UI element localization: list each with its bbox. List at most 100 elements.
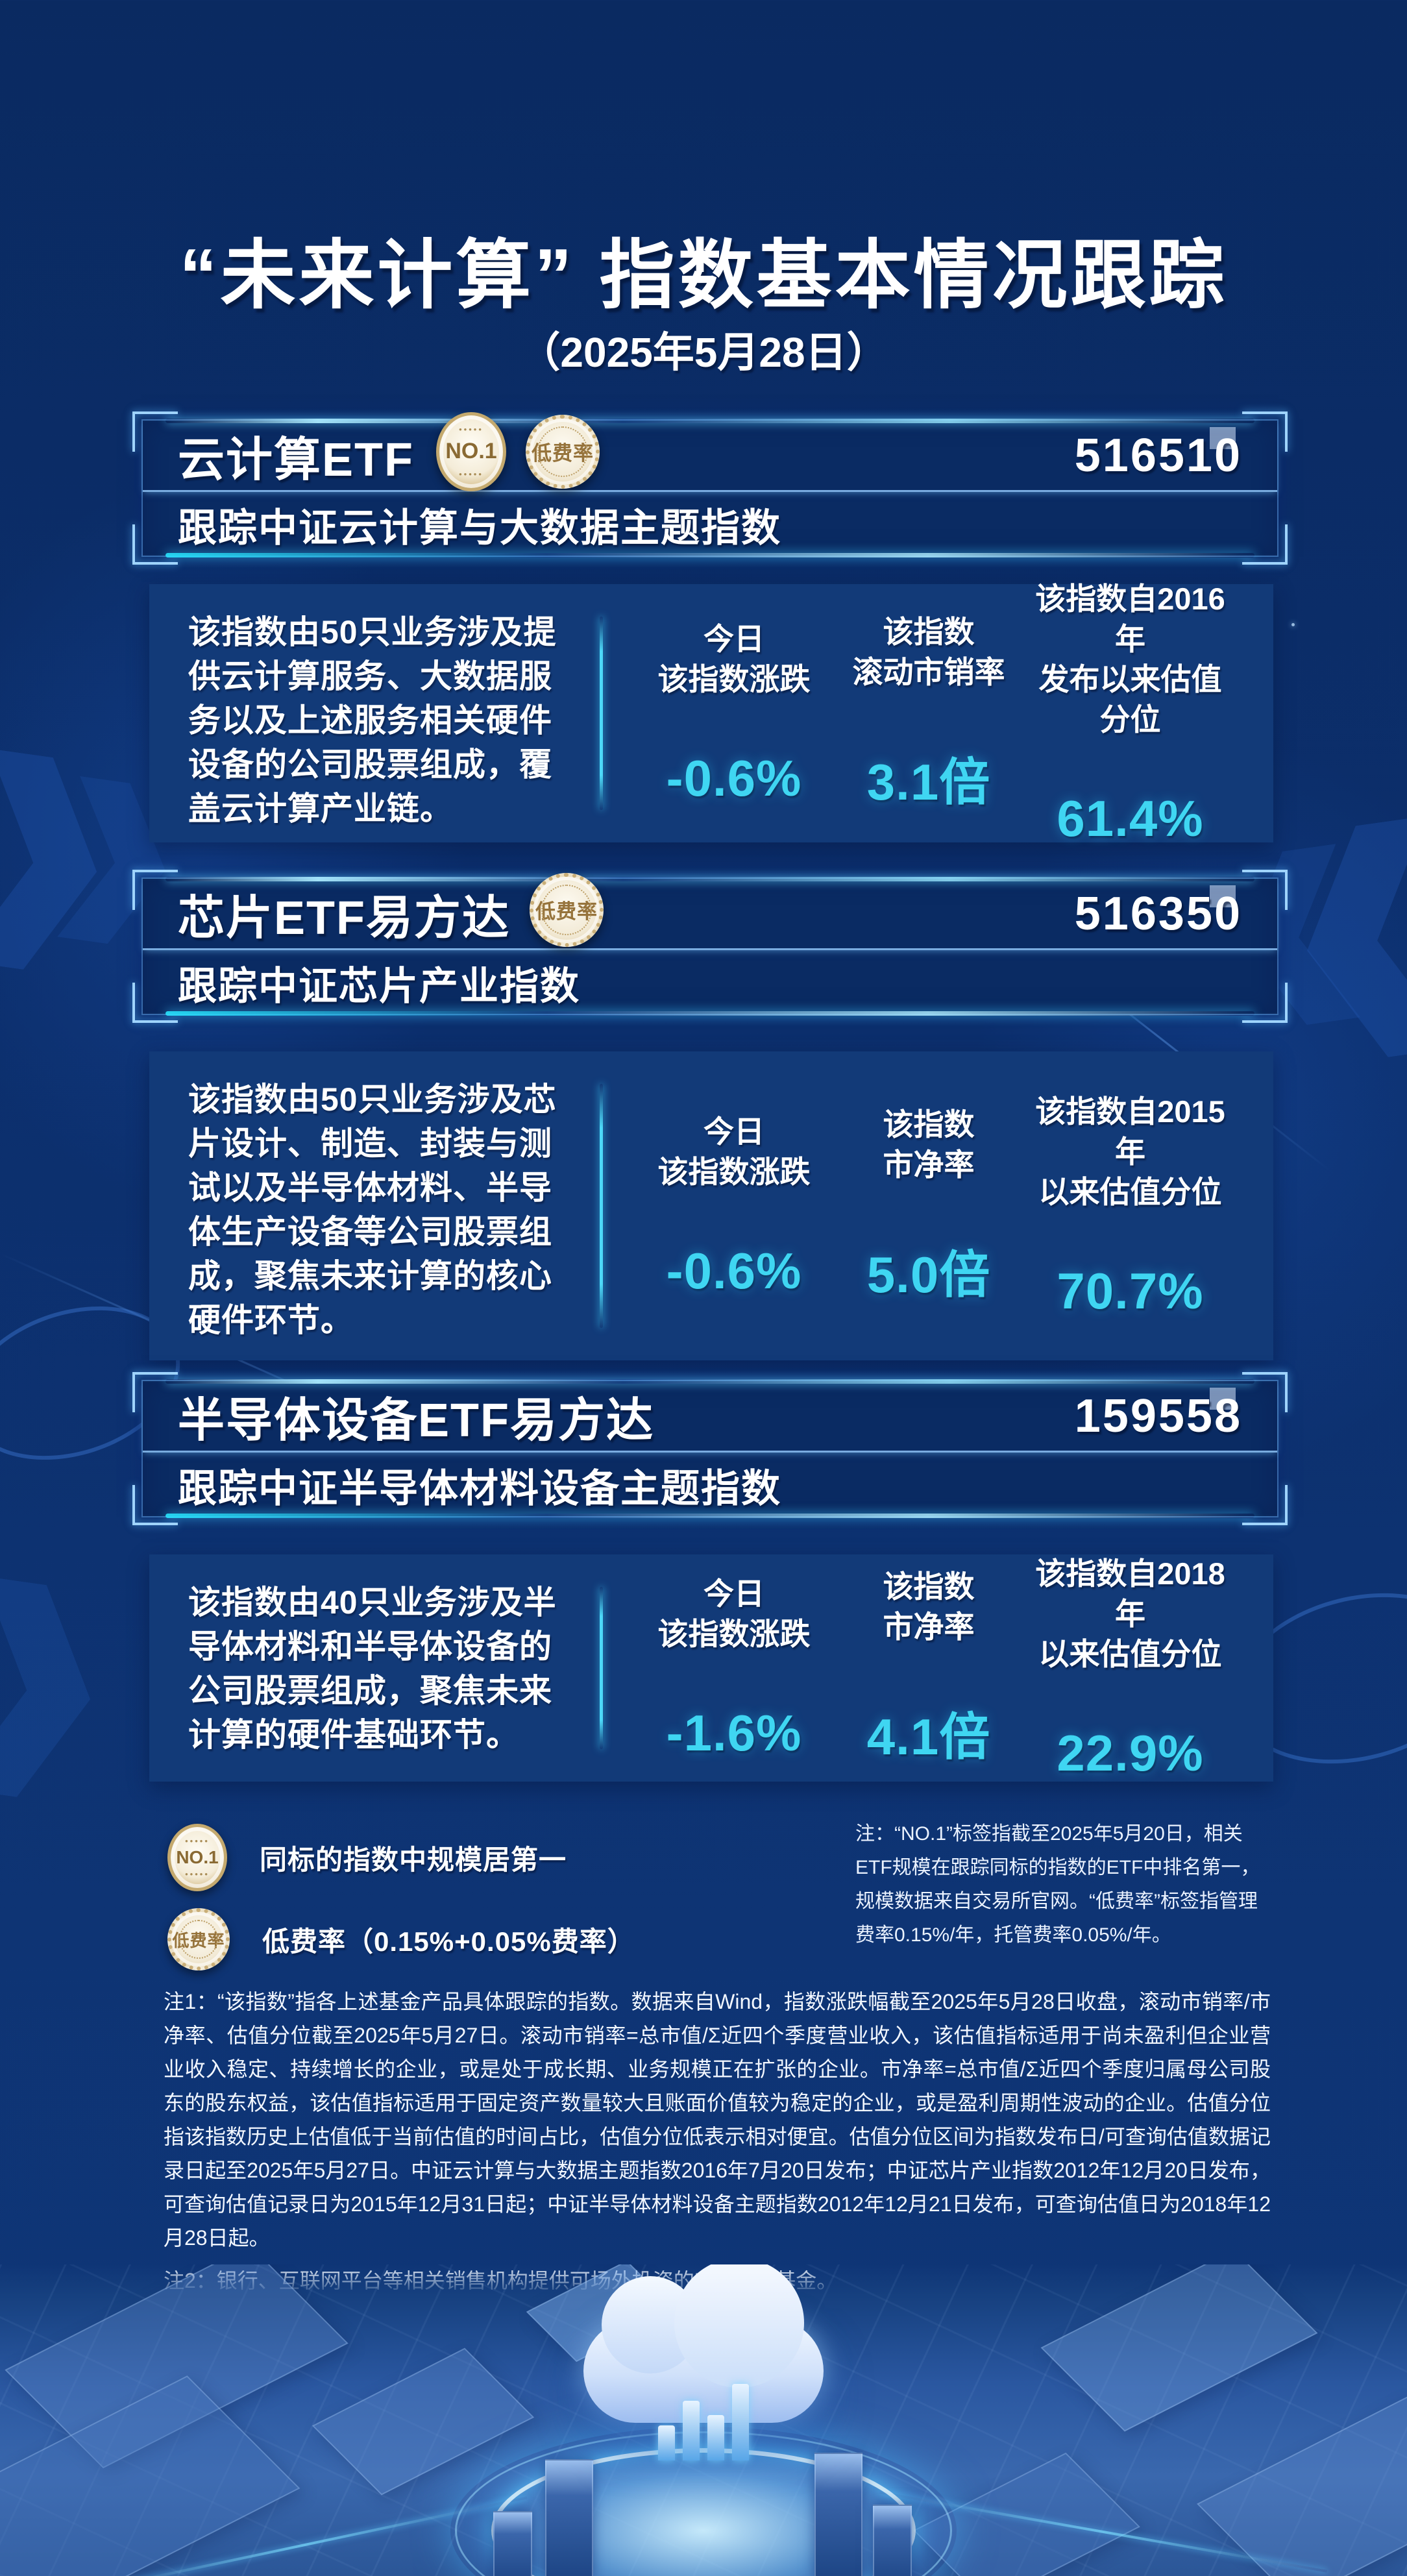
- metric-value: 3.1倍: [866, 754, 991, 811]
- frame-corner: [132, 870, 178, 910]
- glow-line: [165, 1379, 1255, 1384]
- metric-label: 该指数涨跌: [657, 1154, 811, 1189]
- low-fee-badge-label: 低费率: [172, 1930, 225, 1950]
- metric-label: 市净率: [883, 1147, 975, 1182]
- metric-label: 该指数: [883, 615, 975, 649]
- corner-square-decoration: [1210, 1388, 1236, 1410]
- fund-code: 159558: [1074, 1390, 1242, 1442]
- metric-daily-change: 今日 该指数涨跌 -1.6%: [637, 1576, 831, 1761]
- metric-label: 以来估值分位: [1038, 1174, 1222, 1209]
- etf-card-header-chip: 芯片ETF易方达 低费率 516350 跟踪中证芯片产业指数: [132, 870, 1288, 1023]
- glow-line: [165, 877, 1255, 881]
- frame-corner: [132, 524, 178, 565]
- metric-value: 22.9%: [1057, 1724, 1204, 1782]
- metric-label: 该指数涨跌: [657, 661, 811, 696]
- card-header-panel: 云计算ETF NO.1 低费率 516510 跟踪中证云计算与大数据主题指数: [141, 411, 1279, 558]
- legend-row-no1: NO.1 同标的指数中规模居第一: [167, 1824, 816, 1891]
- low-fee-badge-icon: 低费率: [526, 414, 600, 489]
- etf-card-body-chip: 该指数由50只业务涉及芯片设计、制造、封装与测试以及半导体材料、半导体生产设备等…: [149, 1051, 1273, 1360]
- metric-label: 滚动市销率: [852, 655, 1005, 689]
- etf-card-body-semiconductor-equipment: 该指数由40只业务涉及半导体材料和半导体设备的公司股票组成，聚焦未来计算的硬件基…: [149, 1554, 1273, 1782]
- frame-corner: [1242, 983, 1288, 1023]
- low-fee-badge-label: 低费率: [532, 442, 594, 465]
- metric-daily-change: 今日该指数涨跌 -0.6%: [637, 1077, 831, 1334]
- frame-corner: [1242, 524, 1288, 565]
- metric-valuation-percentile: 该指数自2018年 以来估值分位 22.9%: [1026, 1556, 1234, 1782]
- circuit-city-illustration: [0, 2264, 1407, 2576]
- card-title: 芯片ETF易方达: [178, 892, 510, 944]
- no1-badge-icon: NO.1: [436, 411, 506, 491]
- metric-value: -1.6%: [666, 1704, 802, 1761]
- fund-code: 516510: [1074, 429, 1242, 482]
- circuit-block: [1040, 2264, 1318, 2432]
- metric-pb-ratio: 该指数 市净率 4.1倍: [831, 1569, 1026, 1765]
- metric-value: -0.6%: [666, 1242, 802, 1299]
- frame-corner: [1242, 870, 1288, 910]
- legend-row-low-fee: 低费率 低费率（0.15%+0.05%费率）: [167, 1908, 816, 1970]
- tracking-index-subtitle: 跟踪中证云计算与大数据主题指数: [178, 506, 781, 550]
- legend-text: 同标的指数中规模居第一: [260, 1844, 567, 1875]
- no1-badge-label: NO.1: [445, 439, 497, 463]
- page-date: （2025年5月28日）: [519, 329, 888, 376]
- metric-value: 70.7%: [1057, 1262, 1204, 1319]
- corner-square-decoration: [1210, 885, 1236, 907]
- metric-valuation-percentile: 该指数自2016年 发布以来估值分位 61.4%: [1026, 582, 1234, 847]
- badge-legend-note: 注：“NO.1”标签指截至2025年5月20日，相关ETF规模在跟踪同标的指数的…: [855, 1823, 1260, 1946]
- card-title: 云计算ETF: [178, 434, 414, 486]
- footnote-1: 注1：“该指数”指各上述基金产品具体跟踪的指数。数据来自Wind，指数涨跌幅截至…: [164, 1990, 1271, 2250]
- metric-label: 发布以来估值分位: [1038, 661, 1222, 737]
- glow-line: [165, 1514, 1255, 1518]
- metrics-row: 今日 该指数涨跌 -0.6% 该指数 滚动市销率 3.1倍 该指数自2016年 发布以…: [637, 582, 1234, 847]
- circuit-block: [1197, 2396, 1407, 2576]
- index-description: 该指数由50只业务涉及提供云计算服务、大数据服务以及上述服务相关硬件设备的公司股…: [188, 614, 557, 827]
- metric-valuation-percentile: 该指数自2015年以来估值分位 70.7%: [1026, 1077, 1234, 1334]
- frame-corner: [132, 411, 178, 452]
- index-description: 该指数由50只业务涉及芯片设计、制造、封装与测试以及半导体材料、半导体生产设备等…: [188, 1081, 557, 1338]
- metric-label: 该指数: [883, 1107, 975, 1142]
- metric-label: 市净率: [883, 1610, 975, 1644]
- etf-card-header-cloud-computing: 云计算ETF NO.1 低费率 516510 跟踪中证云计算与大数据主题指数: [132, 411, 1288, 565]
- server-tower: [814, 2453, 863, 2576]
- index-description: 该指数由40只业务涉及半导体材料和半导体设备的公司股票组成，聚焦未来计算的硬件基…: [188, 1584, 557, 1753]
- glow-line: [165, 1011, 1255, 1016]
- metric-value: 61.4%: [1057, 789, 1204, 847]
- chevron-decoration: [0, 1576, 105, 1805]
- badge-legend: NO.1 同标的指数中规模居第一 低费率 低费率（0.15%+0.05%费率）: [167, 1824, 816, 1987]
- low-fee-badge-icon: 低费率: [530, 872, 604, 947]
- no1-badge-label: NO.1: [176, 1847, 219, 1867]
- metric-label: 该指数: [883, 1569, 975, 1604]
- metric-label: 今日: [704, 621, 765, 656]
- metric-label: 今日: [704, 1576, 765, 1611]
- server-tower: [545, 2459, 593, 2576]
- star-decoration: [1291, 623, 1295, 626]
- metric-label: 该指数自2016年: [1035, 581, 1225, 656]
- metric-pb-ratio: 该指数市净率 5.0倍: [831, 1077, 1026, 1334]
- card-title: 半导体设备ETF易方达: [178, 1395, 654, 1447]
- glow-line: [165, 553, 1255, 558]
- divider-line: [600, 1587, 603, 1749]
- metrics-row: 今日 该指数涨跌 -1.6% 该指数 市净率 4.1倍 该指数自2018年 以来估值分…: [637, 1556, 1234, 1782]
- frame-corner: [1242, 1372, 1288, 1412]
- page-title: “未来计算” 指数基本情况跟踪: [179, 233, 1228, 317]
- low-fee-badge-icon: 低费率: [167, 1908, 230, 1970]
- no1-badge-icon: NO.1: [167, 1824, 227, 1891]
- legend-text: 低费率（0.15%+0.05%费率）: [262, 1926, 635, 1957]
- cloud-computing-icon: [583, 2264, 824, 2460]
- metric-label: 今日: [704, 1114, 765, 1149]
- glow-line: [165, 419, 1255, 423]
- metric-label: 该指数自2015年: [1035, 1094, 1225, 1169]
- divider-line: [600, 1084, 603, 1328]
- frame-corner: [132, 1372, 178, 1412]
- frame-corner: [132, 1485, 178, 1525]
- metric-value: 5.0倍: [866, 1246, 991, 1303]
- metric-daily-change: 今日 该指数涨跌 -0.6%: [637, 610, 831, 816]
- corner-square-decoration: [1210, 427, 1236, 449]
- metrics-row: 今日该指数涨跌 -0.6% 该指数市净率 5.0倍 该指数自2015年以来估值分…: [637, 1077, 1234, 1334]
- tracking-index-subtitle: 跟踪中证芯片产业指数: [178, 964, 580, 1008]
- server-tower: [493, 2511, 532, 2576]
- etf-card-header-semiconductor-equipment: 半导体设备ETF易方达 159558 跟踪中证半导体材料设备主题指数: [132, 1372, 1288, 1525]
- metric-label: 该指数自2018年: [1035, 1556, 1225, 1631]
- tracking-index-subtitle: 跟踪中证半导体材料设备主题指数: [178, 1467, 781, 1510]
- frame-corner: [1242, 1485, 1288, 1525]
